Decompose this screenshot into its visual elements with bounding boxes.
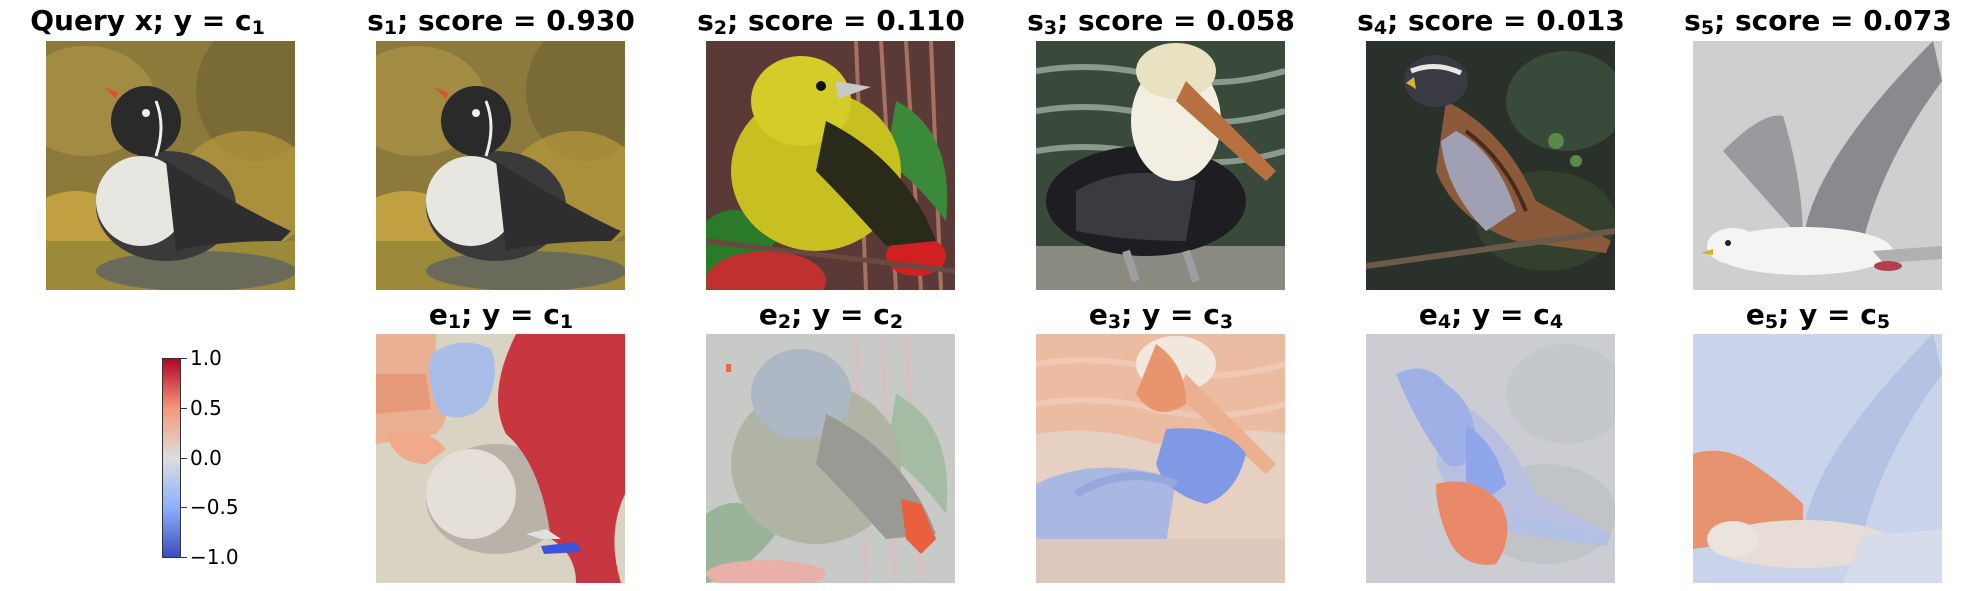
puffin-photo: [376, 41, 625, 290]
explanation-3-heatmap: [1036, 334, 1285, 583]
colorbar-label-max: 1.0: [190, 346, 222, 370]
explanation-3-title: e3; y = c3: [1088, 298, 1234, 333]
yellow-oriole-photo: [706, 41, 955, 290]
support-2-image: [706, 41, 955, 290]
attribution-overlay: [1036, 334, 1285, 583]
colorbar-label: −0.5: [190, 495, 239, 519]
support-4-image: [1366, 41, 1615, 290]
support-1-image: [376, 41, 625, 290]
colorbar-label-zero: 0.0: [190, 446, 222, 470]
support-3-title: s3; score = 0.058: [1027, 4, 1295, 39]
support-4-title: s4; score = 0.013: [1357, 4, 1625, 39]
explanation-1-heatmap: [376, 334, 625, 583]
colorbar-tick: [181, 458, 187, 459]
support-2-title: s2; score = 0.110: [697, 4, 965, 39]
attribution-overlay: [1366, 334, 1615, 583]
colorbar-tick: [181, 408, 187, 409]
colorbar-tick: [181, 557, 187, 558]
explanation-2-heatmap: [706, 334, 955, 583]
query-title: Query x; y = c1: [30, 4, 265, 39]
attribution-overlay: [1693, 334, 1942, 583]
query-image: [46, 41, 295, 290]
explanation-2-title: e2; y = c2: [758, 298, 904, 333]
colorbar-label: 0.5: [190, 396, 222, 420]
explanation-5-title: e5; y = c5: [1745, 298, 1891, 333]
attribution-overlay: [706, 334, 955, 583]
support-5-title: s5; score = 0.073: [1684, 4, 1952, 39]
sparrow-photo: [1366, 41, 1615, 290]
puffin-photo: [46, 41, 295, 290]
colorbar: [162, 358, 181, 558]
support-3-image: [1036, 41, 1285, 290]
attribution-overlay: [376, 334, 625, 583]
support-1-title: s1; score = 0.930: [367, 4, 635, 39]
explanation-5-heatmap: [1693, 334, 1942, 583]
gull-photo: [1693, 41, 1942, 290]
explanation-4-title: e4; y = c4: [1418, 298, 1564, 333]
colorbar-label-min: −1.0: [190, 545, 239, 569]
explanation-1-title: e1; y = c1: [428, 298, 574, 333]
support-5-image: [1693, 41, 1942, 290]
explanation-4-heatmap: [1366, 334, 1615, 583]
colorbar-tick: [181, 507, 187, 508]
pelican-photo: [1036, 41, 1285, 290]
colorbar-tick: [181, 358, 187, 359]
